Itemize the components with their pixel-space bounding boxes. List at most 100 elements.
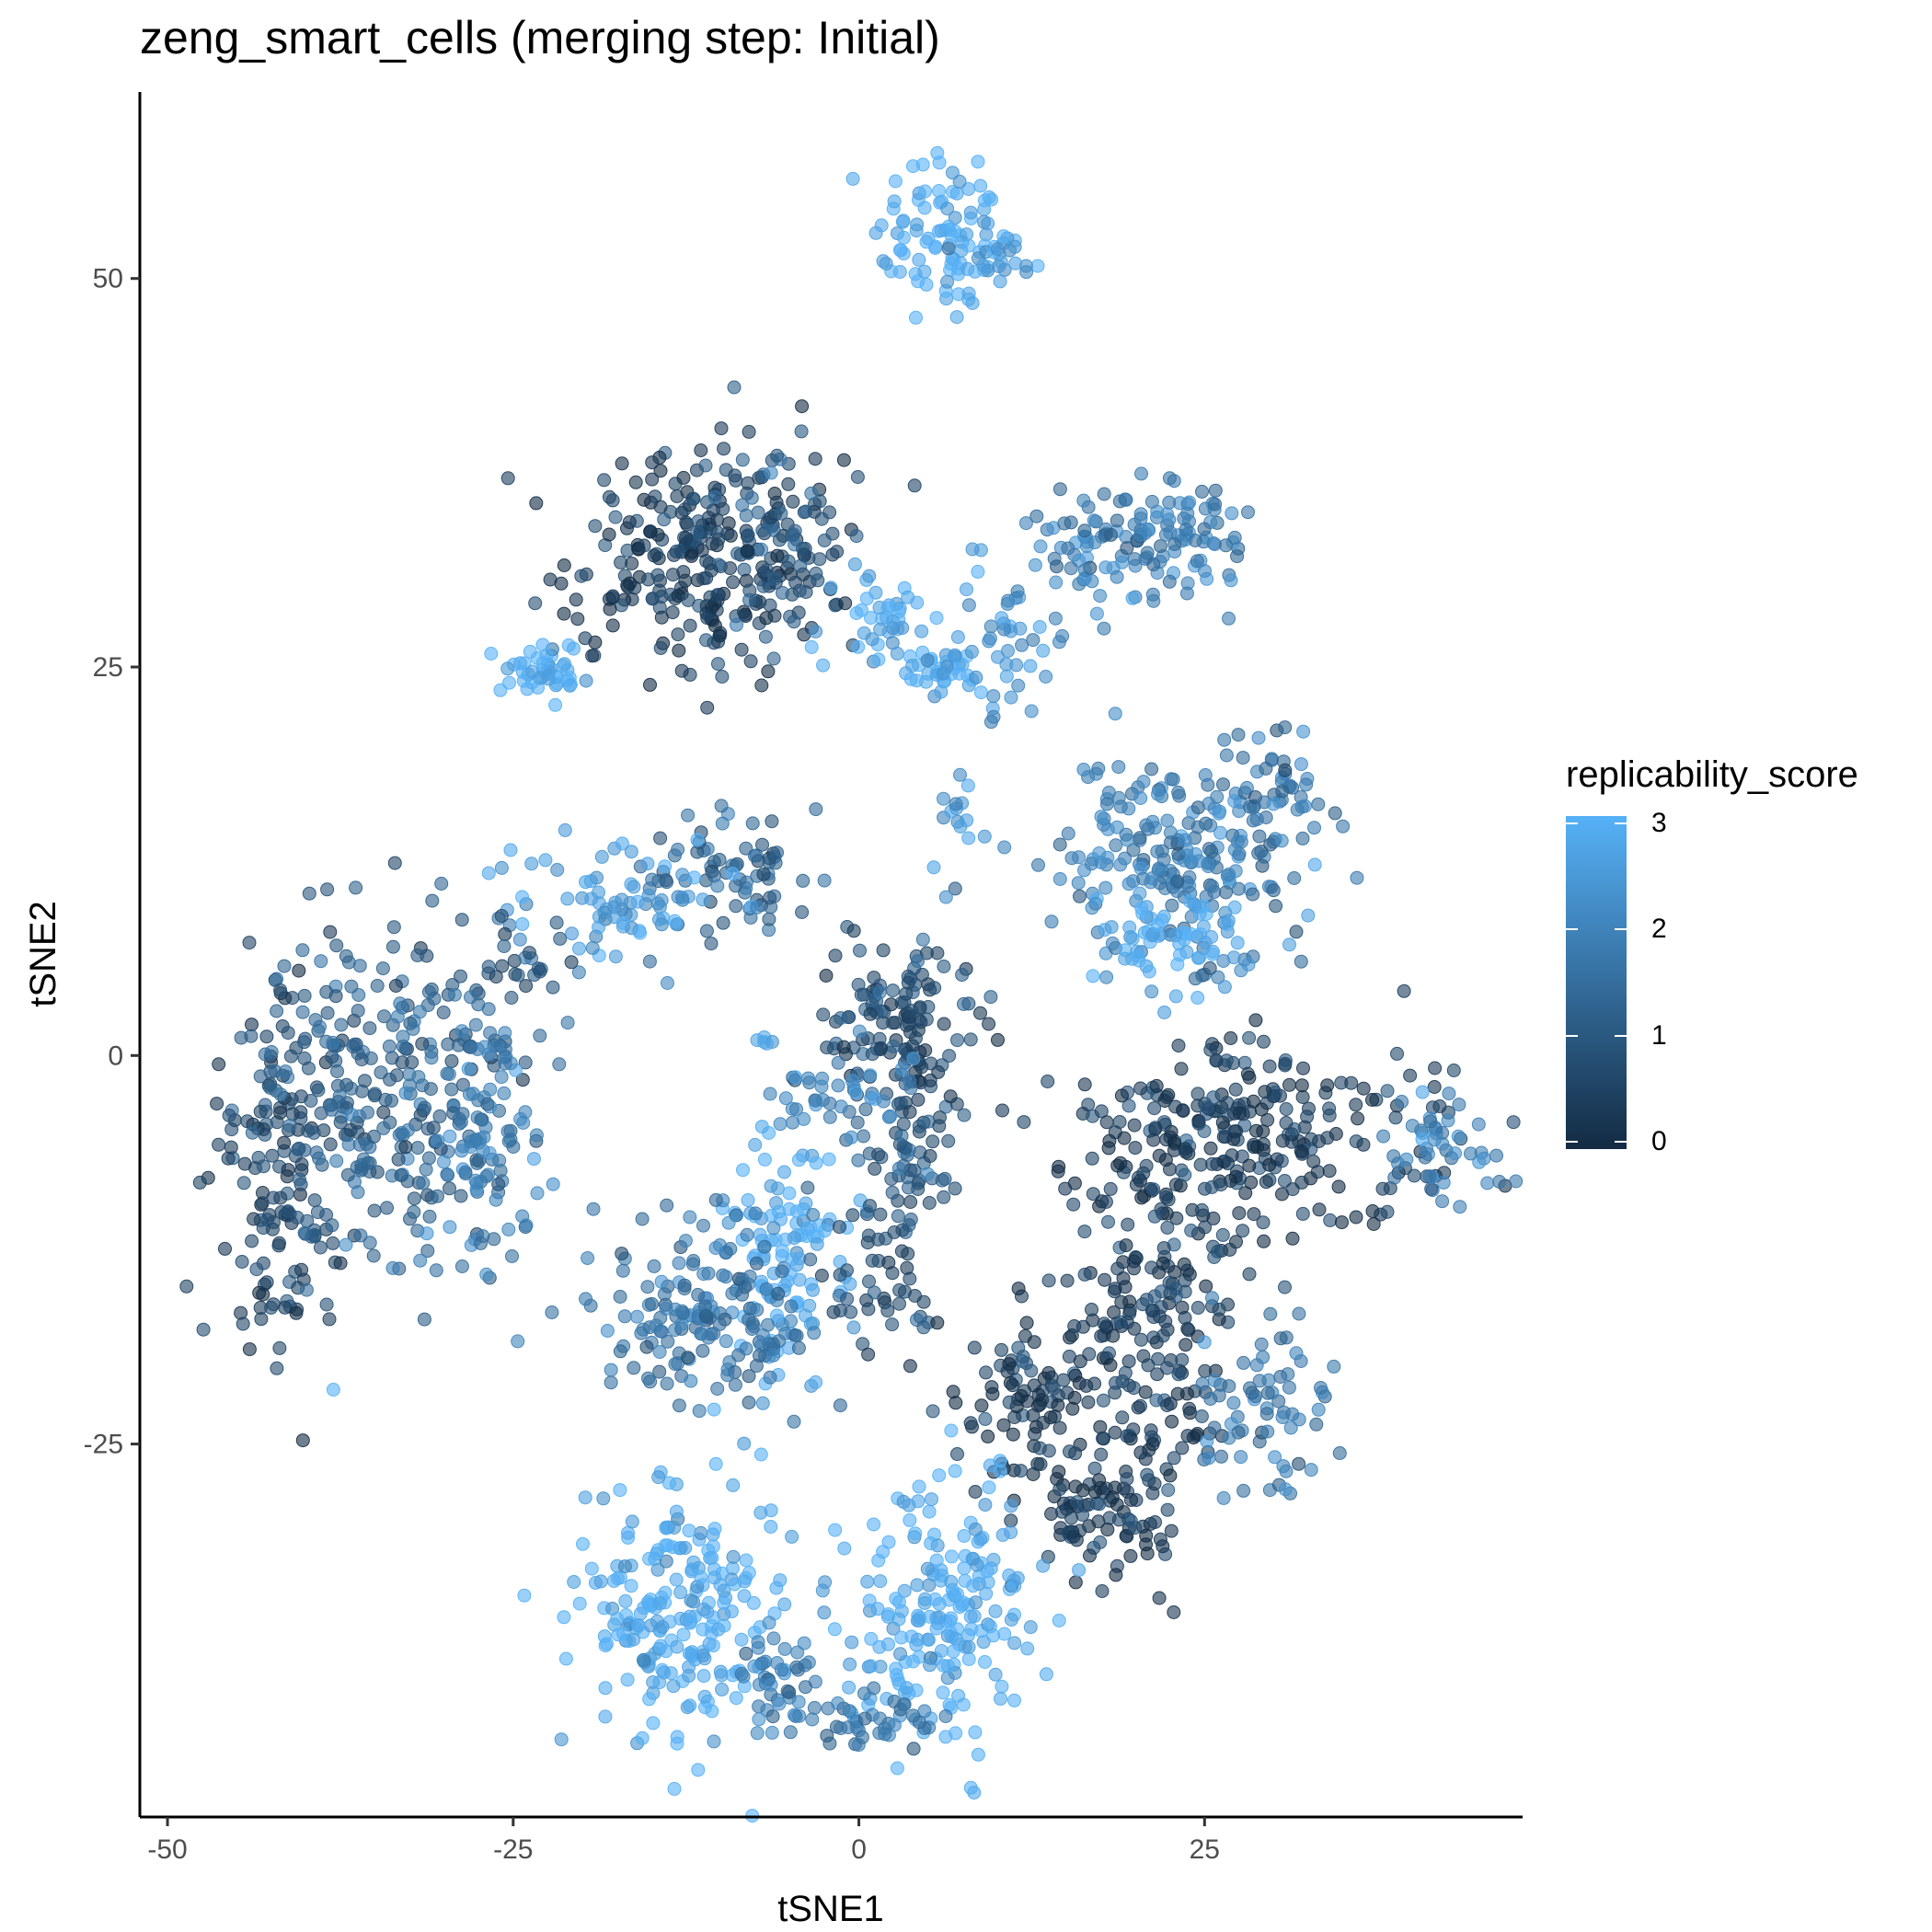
data-point [845,171,860,186]
data-point [1282,1077,1296,1092]
data-point [572,1596,587,1611]
data-point [1087,535,1102,550]
data-point [1190,1301,1205,1315]
data-point [380,1201,394,1215]
data-point [308,1013,323,1028]
data-point [812,494,827,509]
data-point [957,1529,972,1543]
data-point [682,1646,696,1661]
data-point [376,1121,391,1135]
data-point [492,1153,507,1167]
data-point [940,274,955,289]
data-point [946,1644,960,1659]
data-point [504,991,519,1005]
data-point [762,855,776,869]
data-point [1118,1365,1133,1380]
data-point [1215,1227,1230,1242]
data-point [436,1006,451,1019]
data-point [1093,589,1108,604]
data-point [735,1287,750,1302]
data-point [800,1180,815,1195]
data-point [994,1691,1007,1706]
data-point [1133,512,1148,526]
data-point [1052,1482,1067,1497]
data-point [1085,901,1099,915]
data-point [1094,1447,1109,1462]
data-point [900,1260,914,1275]
data-point [1202,797,1216,811]
data-point [808,452,822,466]
data-point [245,1018,259,1032]
y-tick-label: 50 [93,264,123,294]
data-point [694,1525,708,1540]
data-point [982,1480,996,1495]
data-point [621,1525,635,1540]
data-point [667,914,682,928]
data-point [836,453,851,467]
data-point [810,1236,824,1251]
data-point [643,524,658,539]
data-point [969,670,983,684]
data-point [319,1208,334,1222]
data-point [395,1055,409,1070]
data-point [477,1040,492,1054]
data-point [657,512,672,527]
data-point [633,926,648,940]
data-point [519,1218,534,1233]
color-scale-bar [1566,816,1627,1149]
data-point [671,627,685,642]
data-point [659,1302,673,1316]
data-point [978,1411,993,1426]
data-point [953,767,967,782]
data-point [506,1140,521,1154]
data-point [863,1199,877,1213]
data-point [518,1055,533,1070]
data-point [949,797,963,811]
data-point [750,1303,765,1317]
data-point [696,1267,711,1282]
data-point [1222,1379,1236,1394]
data-point [1073,889,1087,903]
data-point [1168,928,1182,943]
data-point [498,1056,512,1071]
data-point [981,1429,995,1443]
data-point [1093,1420,1108,1434]
data-point [314,954,328,969]
data-point [1156,1328,1170,1343]
data-point [265,1148,280,1163]
data-point [901,975,915,990]
data-point [1307,857,1322,872]
data-point [653,500,668,514]
data-point [1230,549,1245,564]
data-point [881,1255,896,1270]
data-point [1249,1123,1263,1138]
data-point [584,891,599,906]
data-point [481,960,496,974]
data-point [1133,886,1147,901]
data-point [1285,1407,1300,1421]
data-point [613,1290,627,1304]
data-point [545,1305,559,1319]
data-point [739,1341,753,1356]
data-point [1218,538,1233,553]
data-point [1251,730,1266,745]
data-point [907,478,922,493]
data-point [620,1673,635,1687]
data-point [639,1340,654,1354]
data-point [804,639,819,654]
data-point [855,1730,869,1744]
data-point [1278,720,1293,735]
data-point [418,1100,432,1115]
data-point [1256,1350,1271,1364]
data-point [809,624,823,638]
data-point [691,1287,706,1302]
data-point [707,1522,722,1536]
data-point [654,610,669,625]
data-point [1110,569,1124,584]
data-point [1147,1477,1162,1491]
data-point [796,873,811,888]
data-point [753,1447,768,1462]
data-point [1136,775,1151,789]
data-point [1222,611,1236,626]
data-point [781,554,796,569]
